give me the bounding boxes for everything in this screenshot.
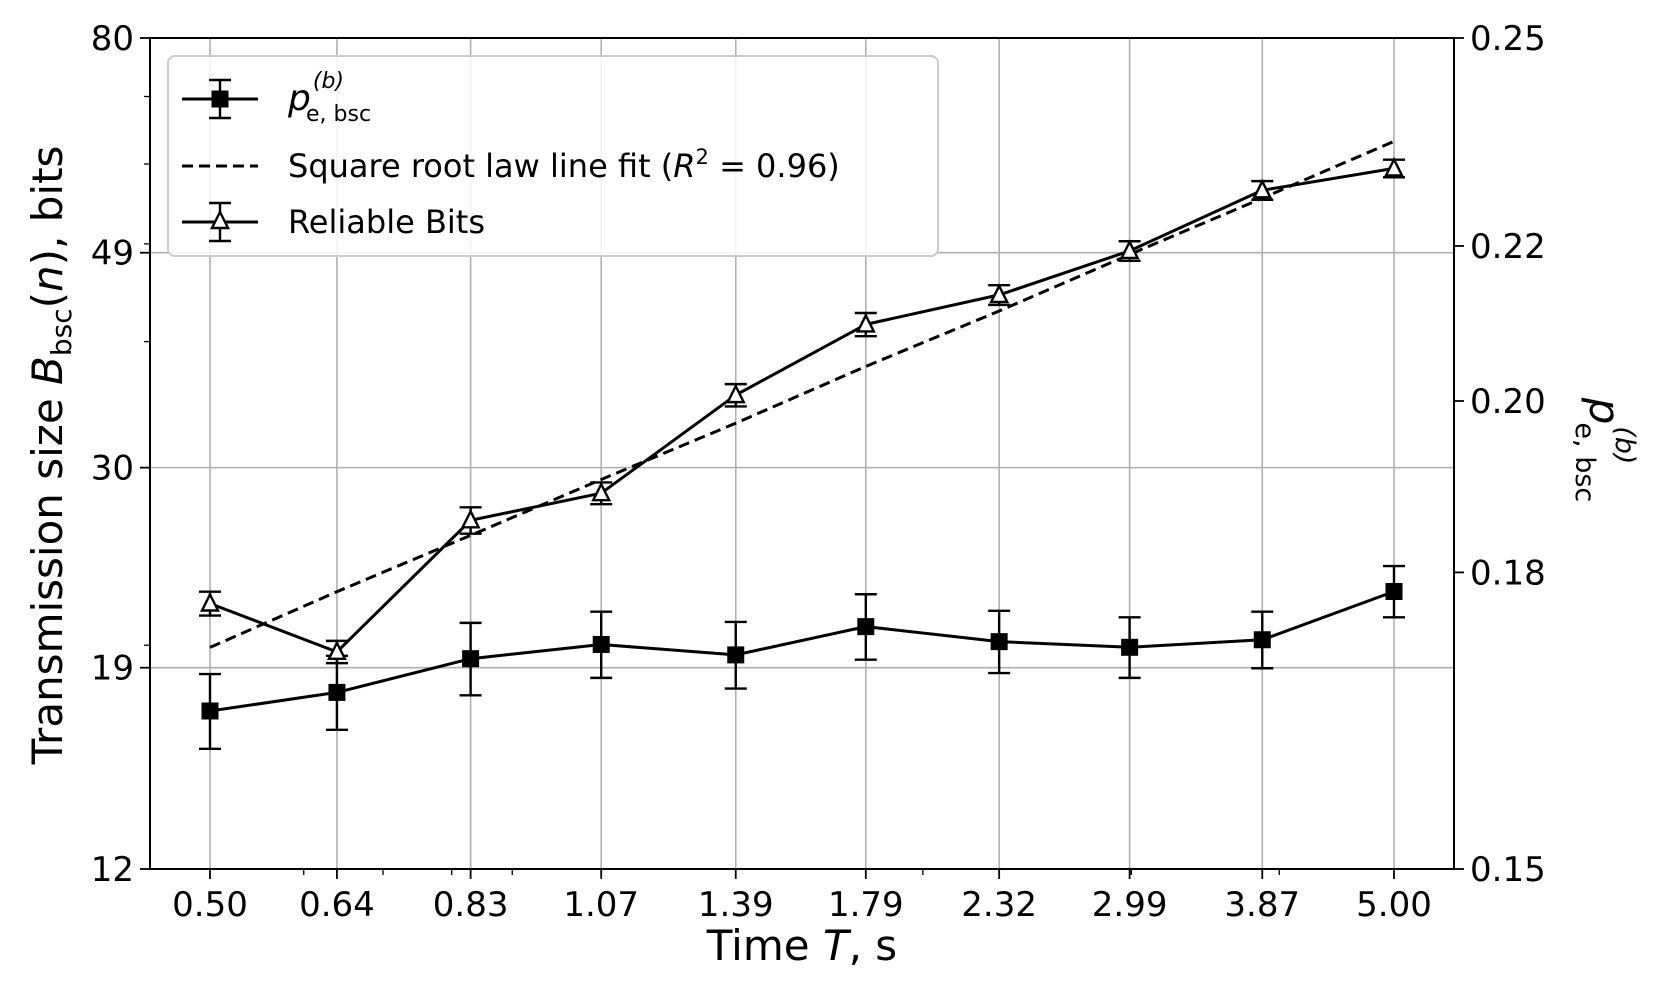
y-tick-label: 49 bbox=[91, 234, 134, 274]
y-tick-label: 12 bbox=[91, 850, 134, 890]
legend-entry-fit: Square root law line fit (R2 = 0.96) bbox=[182, 145, 840, 185]
triangle-marker bbox=[1119, 239, 1140, 260]
square-marker bbox=[462, 650, 480, 668]
x-tick-label: 2.99 bbox=[1092, 885, 1168, 925]
square-marker bbox=[727, 646, 745, 664]
y-tick-label: 80 bbox=[91, 19, 134, 59]
triangle-marker bbox=[1384, 156, 1404, 177]
fit-line bbox=[209, 139, 1395, 649]
x-tick-label: 0.64 bbox=[299, 885, 375, 925]
x-tick-label: 5.00 bbox=[1356, 885, 1432, 925]
square-marker bbox=[592, 635, 610, 653]
x-tick-label: 2.32 bbox=[961, 885, 1037, 925]
y2-tick-label: 0.18 bbox=[1470, 553, 1546, 593]
triangle-marker bbox=[855, 312, 876, 333]
square-marker bbox=[328, 683, 346, 701]
p-series-line bbox=[209, 590, 1395, 713]
series-layer bbox=[199, 139, 1405, 751]
legend-entry-reliable: Reliable Bits bbox=[182, 201, 485, 243]
y2-tick-label: 0.25 bbox=[1470, 19, 1546, 59]
legend: p(b) e, bsc Square root law line fit (R2 … bbox=[167, 55, 939, 257]
legend-entry-p: p(b) e, bsc bbox=[182, 69, 371, 127]
legend-reliable-label: Reliable Bits bbox=[288, 203, 485, 241]
y2-tick-label: 0.15 bbox=[1470, 850, 1546, 890]
x-tick-label: 0.83 bbox=[433, 885, 509, 925]
legend-box bbox=[167, 55, 939, 257]
legend-fit-label: Square root law line fit (R2 = 0.96) bbox=[288, 145, 840, 185]
square-marker bbox=[1121, 638, 1139, 656]
square-marker bbox=[990, 633, 1008, 651]
triangle-marker bbox=[591, 481, 612, 502]
y-tick-label: 30 bbox=[91, 449, 134, 489]
x-tick-label: 1.39 bbox=[698, 885, 774, 925]
x-tick-label: 0.50 bbox=[172, 885, 248, 925]
x-tick-label: 1.07 bbox=[563, 885, 639, 925]
y-tick-label: 19 bbox=[91, 649, 134, 689]
triangle-marker bbox=[460, 508, 481, 529]
square-marker bbox=[201, 702, 219, 720]
triangle-marker bbox=[725, 383, 746, 404]
reliable-bits-line bbox=[209, 166, 1395, 654]
triangle-marker bbox=[200, 591, 220, 612]
y-axis-title: Transmission size Bbsc(n), bits bbox=[23, 146, 78, 766]
triangle-marker bbox=[326, 640, 347, 661]
legend-p-label: p(b) e, bsc bbox=[287, 69, 371, 127]
x-tick-label: 3.87 bbox=[1224, 885, 1300, 925]
y2-tick-label: 0.20 bbox=[1470, 382, 1546, 422]
plot-frame bbox=[149, 37, 1455, 870]
ticks-layer: 0.50 0.64 0.83 1.07 1.39 1.79 2.32 2.99 3.87 5.00… bbox=[91, 19, 1546, 925]
triangle-marker bbox=[1252, 178, 1273, 199]
y2-tick-label: 0.22 bbox=[1470, 227, 1546, 267]
triangle-marker bbox=[989, 283, 1010, 304]
square-marker bbox=[857, 618, 875, 636]
y2-axis-title: pe, bsc (b) bbox=[1569, 397, 1640, 503]
square-marker bbox=[1253, 631, 1271, 649]
square-marker bbox=[1385, 582, 1403, 600]
x-tick-label: 1.79 bbox=[828, 885, 904, 925]
x-axis-title: Time T, s bbox=[706, 921, 897, 970]
legend-square-marker bbox=[211, 90, 229, 108]
legend-triangle-marker bbox=[210, 209, 230, 230]
